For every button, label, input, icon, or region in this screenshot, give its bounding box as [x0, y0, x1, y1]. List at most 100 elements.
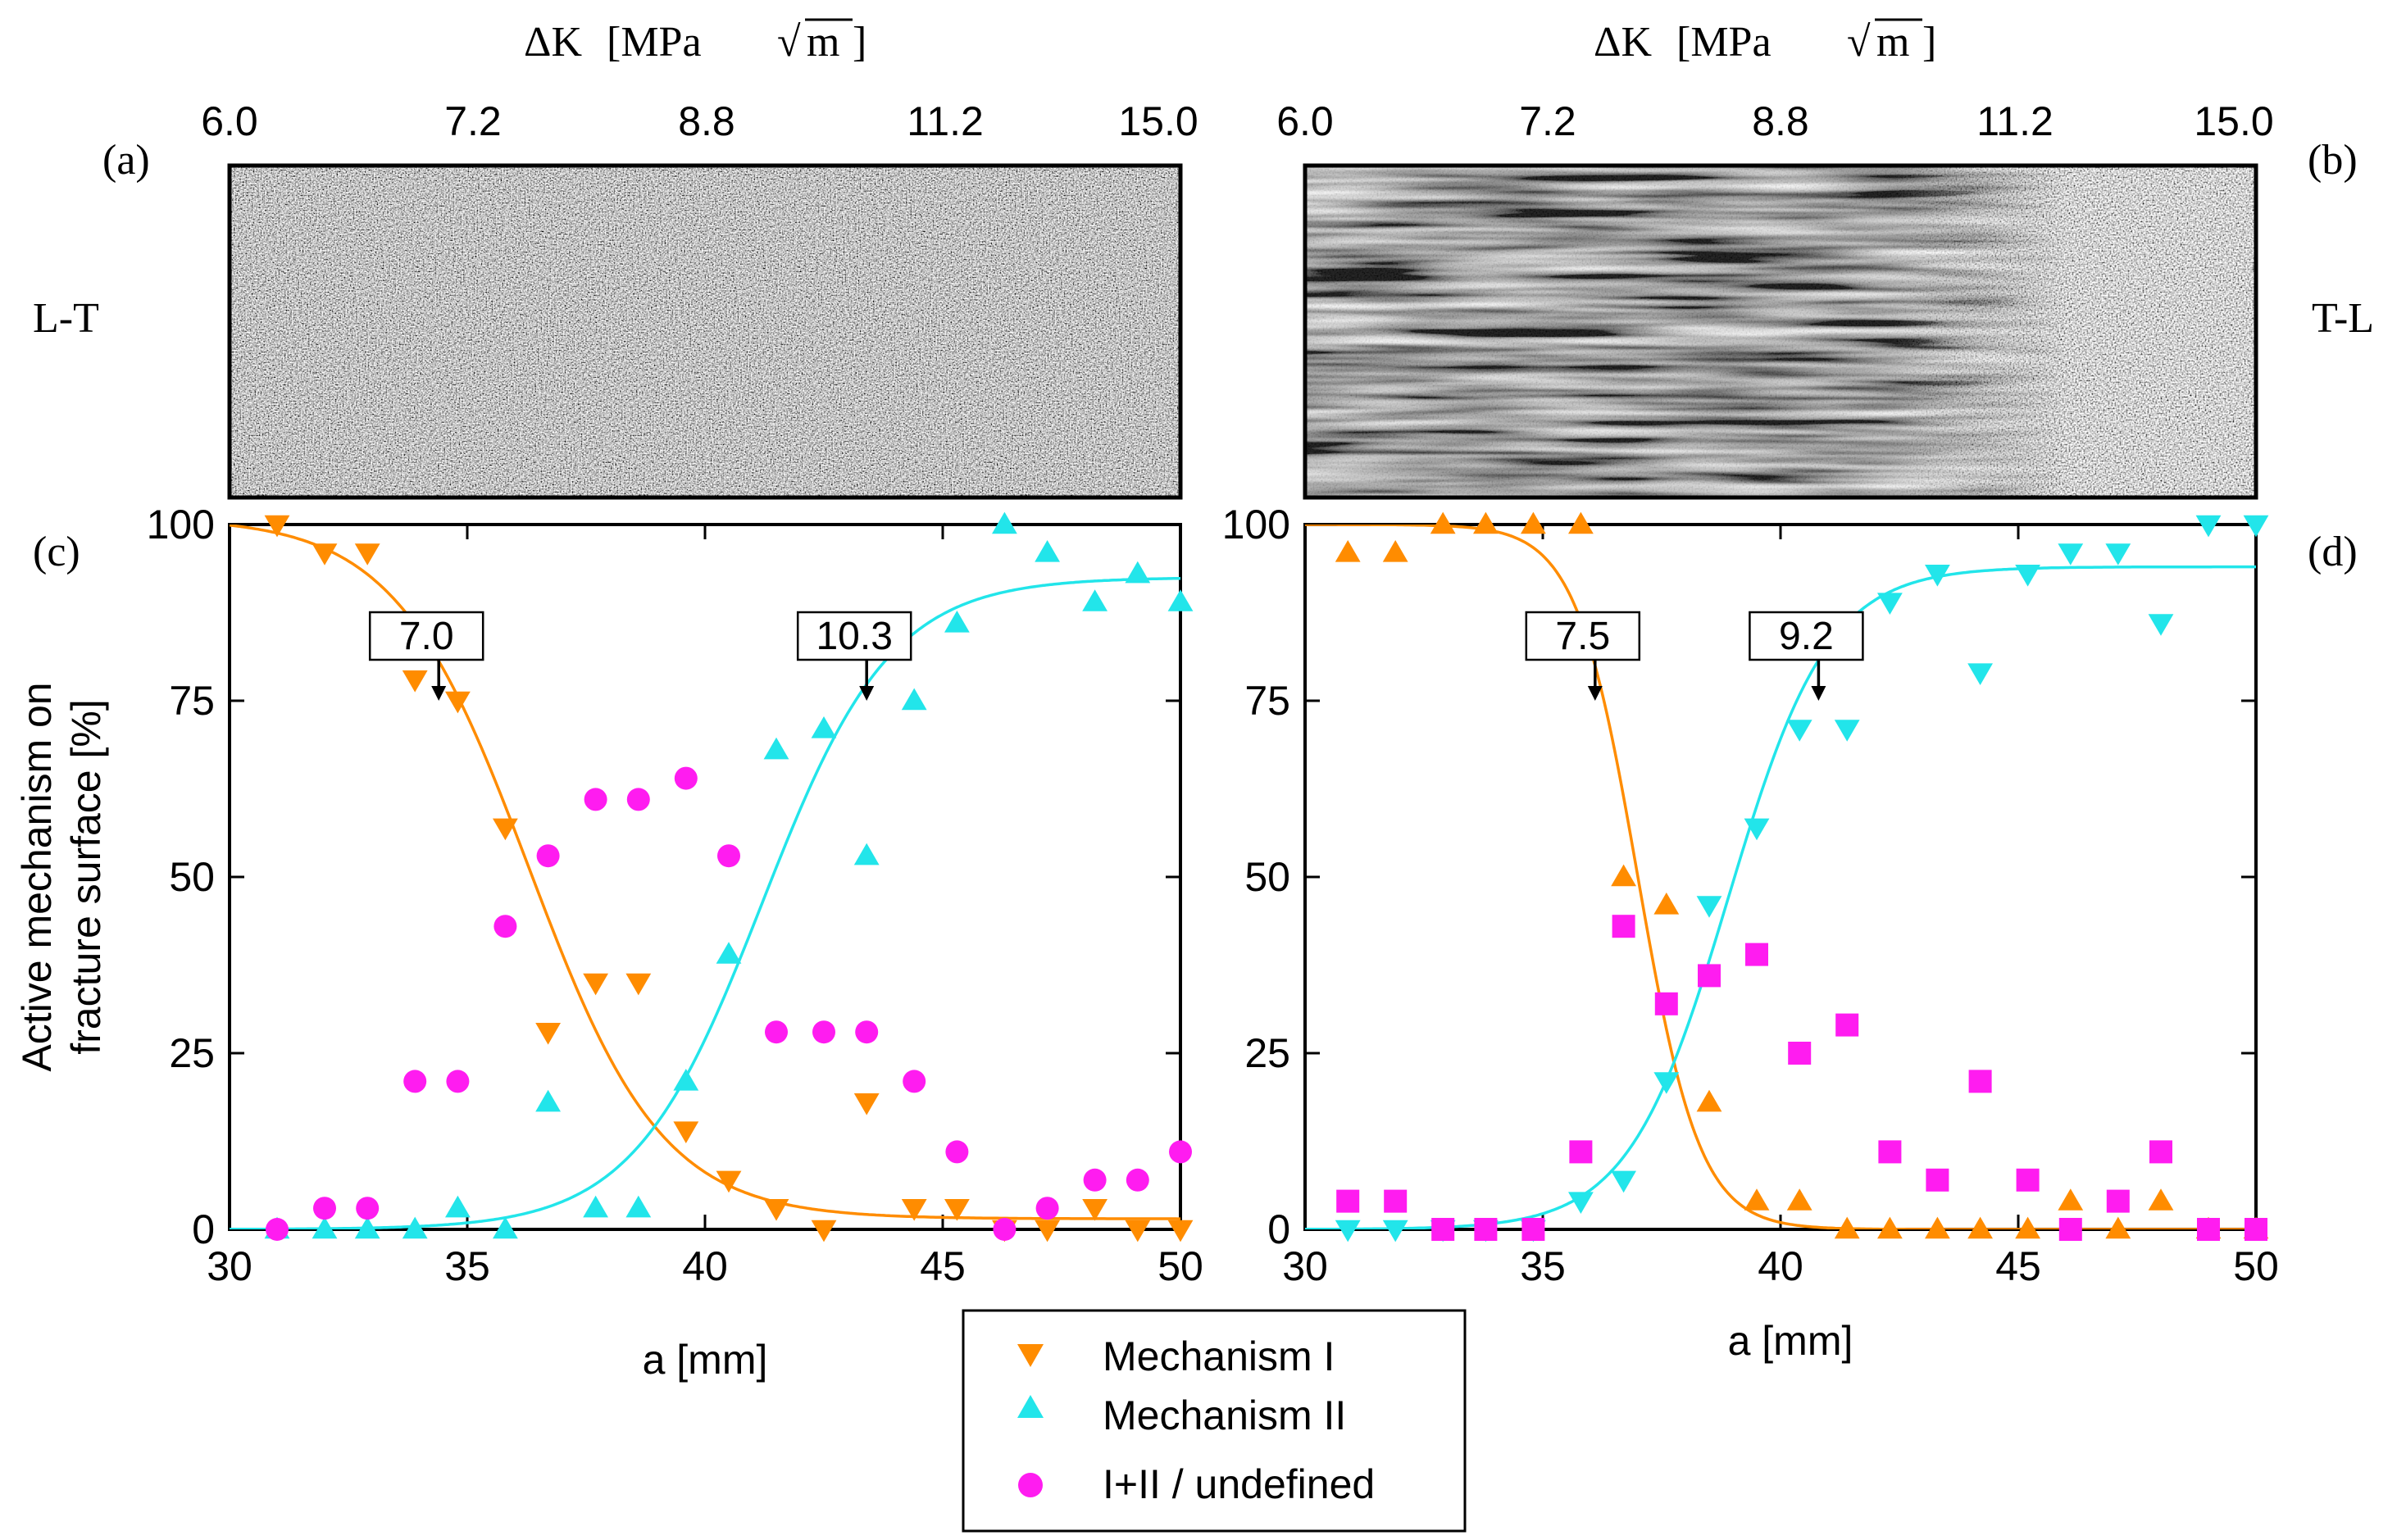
data-point-mechanism-i — [1167, 1220, 1194, 1242]
data-point-mechanism-ii — [535, 1089, 561, 1112]
top-tick-label: 15.0 — [1118, 98, 1198, 144]
data-point-i-ii-undefined — [1612, 915, 1635, 938]
data-point-mechanism-ii — [2058, 543, 2084, 566]
data-point-mechanism-ii — [2243, 515, 2269, 538]
data-point-mechanism-i — [1744, 1188, 1770, 1211]
data-point-mechanism-i — [811, 1220, 837, 1242]
data-point-i-ii-undefined — [2149, 1140, 2172, 1164]
data-point-mechanism-i — [673, 1121, 699, 1143]
top-tick-label: 15.0 — [2194, 98, 2273, 144]
panel-label-b: (b) — [2308, 137, 2358, 184]
orientation-label-left: L-T — [33, 295, 99, 342]
fit-curve — [1305, 525, 2256, 1229]
data-point-i-ii-undefined — [674, 766, 698, 790]
y-tick-label: 100 — [1222, 502, 1290, 547]
x-axis-label-d: a [mm] — [1728, 1318, 1853, 1364]
annotation-box — [1525, 611, 1641, 661]
x-tick-label: 50 — [2233, 1243, 2279, 1289]
x-tick-label: 40 — [682, 1243, 728, 1289]
data-point-mechanism-ii — [354, 1216, 380, 1239]
data-point-mechanism-ii — [445, 1195, 471, 1218]
data-point-mechanism-i — [1611, 864, 1636, 887]
delta-k-symbol: ΔK — [1594, 19, 1652, 66]
data-point-i-ii-undefined — [1878, 1140, 1902, 1164]
data-point-mechanism-i — [1430, 511, 1456, 534]
legend-marker-mechanism-1 — [1017, 1344, 1044, 1367]
data-point-i-ii-undefined — [2058, 1218, 2082, 1241]
data-point-i-ii-undefined — [626, 788, 650, 811]
y-tick-label: 75 — [1244, 678, 1290, 724]
unit-sqrt: √ — [777, 19, 801, 66]
data-point-mechanism-i — [901, 1199, 927, 1221]
data-point-mechanism-i — [1568, 511, 1594, 534]
annotation-label: 7.0 — [399, 615, 454, 658]
data-point-mechanism-ii — [625, 1195, 652, 1218]
data-point-mechanism-i — [944, 1199, 970, 1221]
x-tick-label: 45 — [1995, 1243, 2041, 1289]
data-point-i-ii-undefined — [1569, 1140, 1593, 1164]
data-point-mechanism-i — [445, 691, 471, 714]
data-point-i-ii-undefined — [1336, 1189, 1360, 1213]
data-point-mechanism-ii — [1925, 565, 1950, 587]
data-point-mechanism-ii — [312, 1216, 338, 1239]
data-point-mechanism-ii — [1167, 589, 1194, 611]
data-point-mechanism-i — [716, 1170, 742, 1193]
fit-curve — [230, 576, 1180, 1229]
data-point-mechanism-i — [1967, 1216, 1993, 1239]
legend-marker-mechanism-2 — [1017, 1395, 1044, 1418]
data-point-i-ii-undefined — [717, 844, 740, 868]
data-point-mechanism-ii — [1653, 1072, 1680, 1094]
data-point-mechanism-ii — [2105, 543, 2131, 566]
unit-sqrt: √ — [1847, 19, 1871, 66]
plot-d-marks — [1335, 511, 2269, 1242]
x-tick-label: 50 — [1158, 1243, 1203, 1289]
x-tick-label: 30 — [1282, 1243, 1328, 1289]
data-point-i-ii-undefined — [1431, 1218, 1455, 1241]
data-point-mechanism-i — [1335, 540, 1361, 562]
data-point-mechanism-i — [535, 1023, 561, 1045]
data-point-mechanism-ii — [1877, 593, 1903, 615]
annotation-box — [368, 611, 484, 661]
annotation-label: 9.2 — [1779, 615, 1834, 658]
data-point-mechanism-i — [493, 818, 518, 841]
data-point-mechanism-i — [1125, 1220, 1151, 1242]
data-point-mechanism-ii — [1696, 896, 1722, 918]
data-point-mechanism-i — [853, 1093, 880, 1115]
plot-d-fits — [1305, 525, 2256, 1229]
annotation-arrowhead — [1811, 686, 1826, 701]
y-tick-label: 25 — [1244, 1030, 1290, 1076]
micrograph-a-frame — [227, 163, 1183, 500]
data-point-i-ii-undefined — [1788, 1042, 1812, 1065]
data-point-i-ii-undefined — [2197, 1218, 2220, 1241]
data-point-mechanism-i — [2148, 1188, 2174, 1211]
plot-c-annotations: 7.0 10.3 — [368, 611, 912, 701]
data-point-i-ii-undefined — [584, 788, 607, 811]
data-point-i-ii-undefined — [493, 915, 517, 938]
data-point-i-ii-undefined — [812, 1020, 835, 1044]
micrograph-b-striations — [1305, 166, 2256, 497]
top-tick-label: 7.2 — [1519, 98, 1576, 144]
data-point-mechanism-ii — [992, 511, 1017, 534]
legend-label-mechanism-2: Mechanism II — [1103, 1392, 1346, 1438]
data-point-mechanism-ii — [1082, 589, 1107, 611]
data-point-i-ii-undefined — [945, 1140, 969, 1164]
data-point-i-ii-undefined — [1521, 1218, 1545, 1241]
data-point-i-ii-undefined — [2245, 1218, 2267, 1241]
top-tick-label: 11.2 — [1976, 98, 2054, 144]
data-point-mechanism-ii — [1744, 818, 1770, 841]
data-point-i-ii-undefined — [2106, 1189, 2130, 1213]
data-point-mechanism-i — [1786, 1188, 1812, 1211]
y-axis-label: Active mechanism on fracture surface [%] — [14, 682, 109, 1071]
data-point-mechanism-ii — [583, 1195, 608, 1218]
y-tick-label: 0 — [192, 1206, 215, 1252]
data-point-i-ii-undefined — [313, 1197, 336, 1220]
panel-label-d: (d) — [2308, 529, 2358, 575]
data-point-i-ii-undefined — [536, 844, 560, 868]
data-point-mechanism-i — [1082, 1199, 1107, 1221]
micrograph-b-frame — [1303, 163, 2258, 500]
annotation-arrowhead — [859, 686, 875, 701]
data-point-mechanism-i — [354, 543, 380, 566]
panel-label-c: (c) — [33, 529, 80, 575]
data-point-i-ii-undefined — [1384, 1189, 1408, 1213]
orientation-label-right: T-L — [2312, 295, 2374, 342]
